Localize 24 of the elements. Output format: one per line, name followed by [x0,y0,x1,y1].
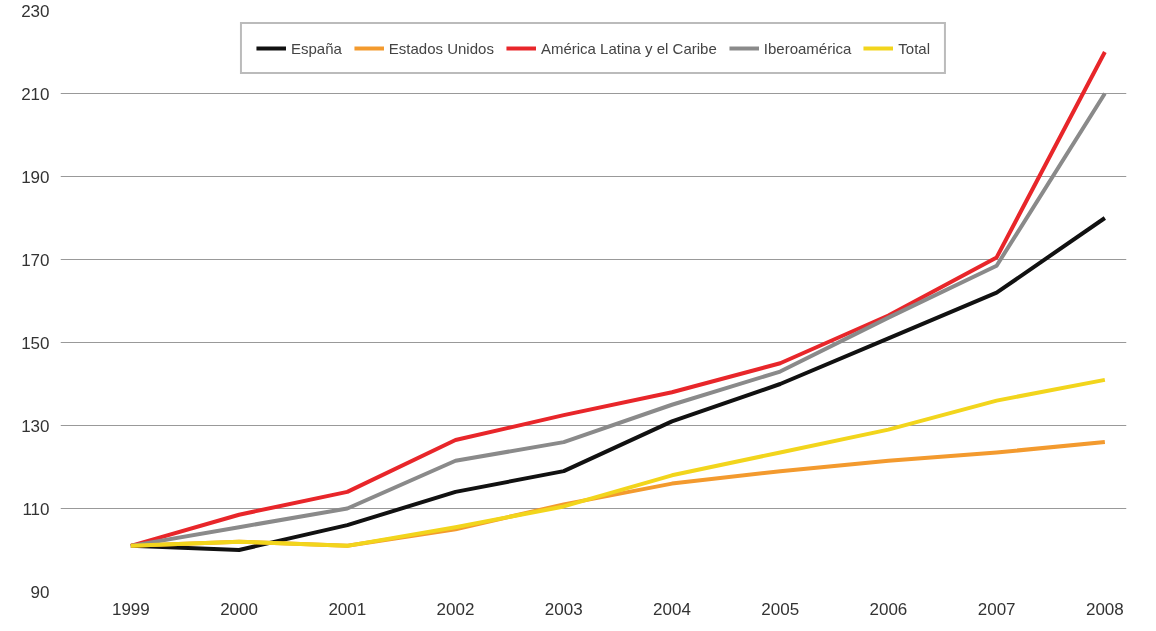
x-tick-label: 2000 [220,599,258,619]
x-tick-label: 2001 [328,599,367,619]
x-tick-label: 2006 [869,599,908,619]
legend-label: América Latina y el Caribe [540,39,717,57]
line-series [128,377,1107,548]
x-tick-label: 2003 [544,599,583,619]
x-tick-label: 2002 [436,599,475,619]
x-tick-label: 2008 [1085,599,1124,619]
legend-label: España [290,39,342,57]
y-tick-label: 150 [21,333,50,353]
y-tick-label: 110 [22,499,50,519]
y-tick-label: 90 [30,582,50,602]
y-tick-label: 210 [21,84,50,104]
y-tick-label: 170 [21,250,50,270]
legend-label: Iberoamérica [763,39,852,57]
legend-label: Total [898,39,931,57]
y-tick-label: 190 [21,167,50,187]
y-tick-label: 130 [21,416,50,436]
x-tick-label: 2005 [761,599,800,619]
legend-label: Estados Unidos [388,39,494,57]
x-tick-label: 1999 [111,599,150,619]
x-tick-label: 2004 [653,599,691,619]
x-tick-label: 2007 [977,599,1016,619]
y-tick-label: 230 [21,1,50,21]
